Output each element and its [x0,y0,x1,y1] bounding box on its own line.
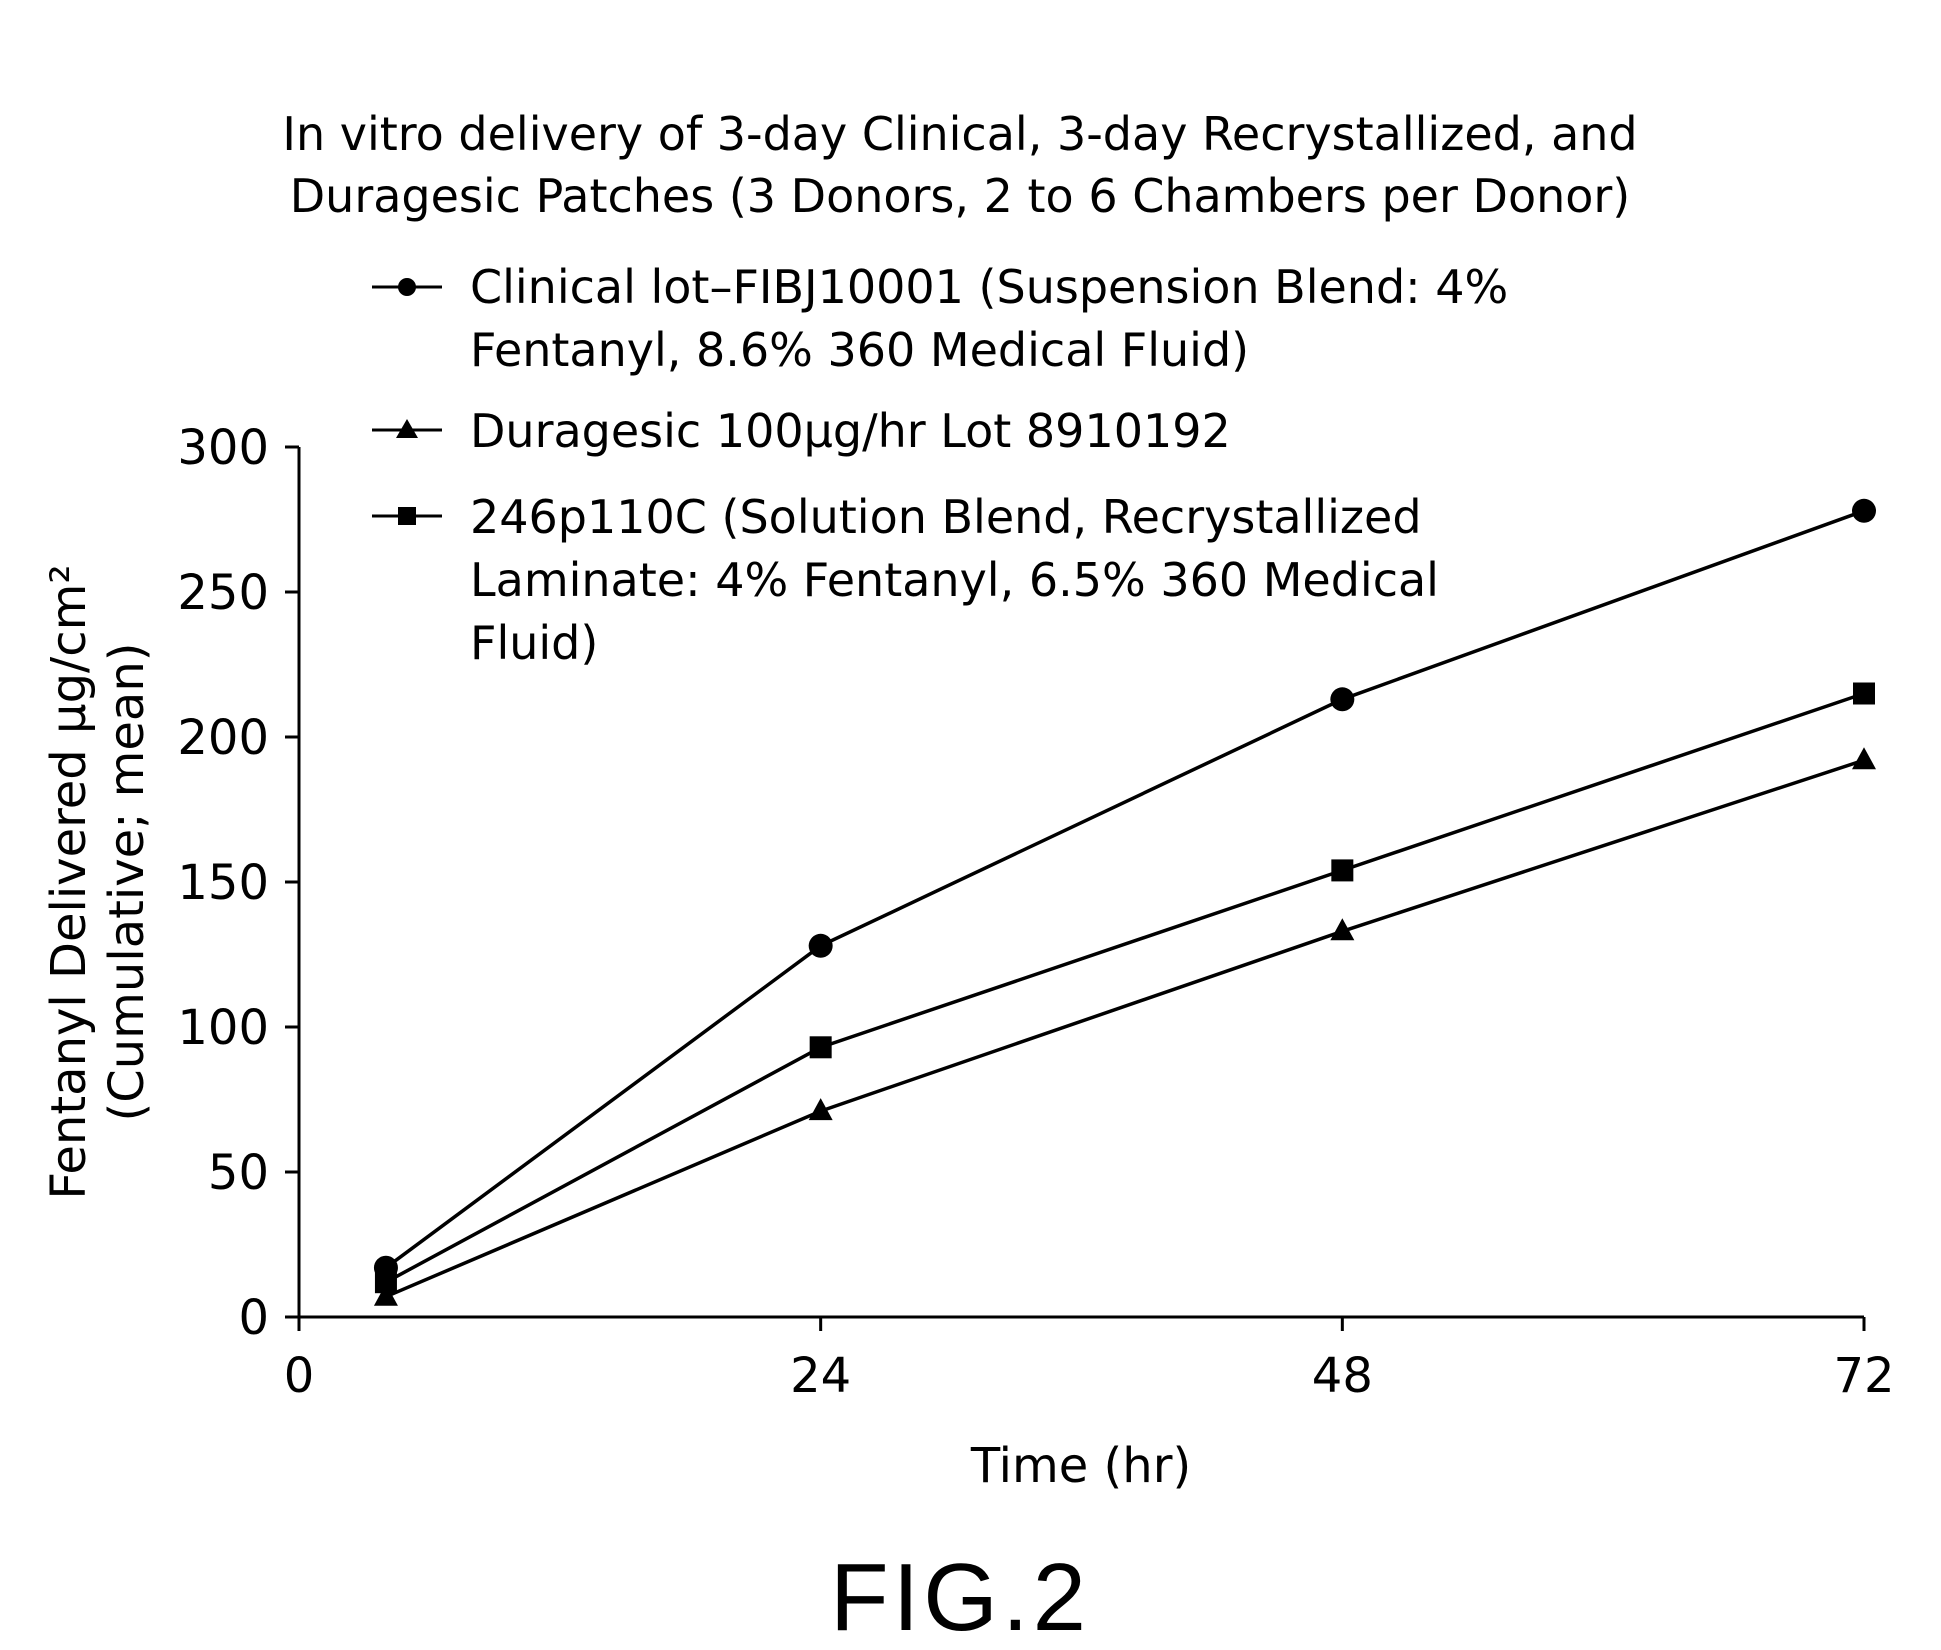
chart-title-line-2: Duragesic Patches (3 Donors, 2 to 6 Cham… [290,169,1631,223]
series-line [386,694,1864,1283]
legend-item-clinical: Clinical lot–FIBJ10001 (Suspension Blend… [372,260,1508,377]
series-circle [374,499,1876,1280]
legend-label-246p110c-line-1: 246p110C (Solution Blend, Recrystallized [470,490,1422,544]
series-line [386,511,1864,1268]
legend: Clinical lot–FIBJ10001 (Suspension Blend… [372,260,1508,670]
y-tick-label: 200 [177,710,269,766]
legend-label-246p110c-line-3: Fluid) [470,616,598,670]
y-tick-label: 100 [177,1000,269,1056]
y-tick-label: 250 [177,565,269,621]
x-tick-label: 0 [284,1348,315,1404]
y-tick-label: 150 [177,855,269,911]
y-axis-title-line-2: (Cumulative; mean) [99,643,155,1122]
data-point-square [1853,683,1875,705]
x-ticks: 0 24 48 72 [284,1317,1895,1404]
x-tick-label: 24 [790,1348,851,1404]
y-ticks: 0 50 100 150 200 250 300 [177,420,299,1346]
legend-marker-circle [398,278,416,296]
data-point-square [810,1036,832,1058]
figure-label: FIG.2 [830,1544,1090,1650]
legend-item-246p110c: 246p110C (Solution Blend, Recrystallized… [372,490,1439,670]
series-square [375,683,1875,1294]
legend-marker-square [398,507,416,525]
data-point-triangle [1852,747,1876,769]
legend-label-duragesic: Duragesic 100μg/hr Lot 8910192 [470,404,1231,458]
legend-item-duragesic: Duragesic 100μg/hr Lot 8910192 [372,404,1231,458]
y-tick-label: 300 [177,420,269,476]
legend-label-clinical-line-1: Clinical lot–FIBJ10001 (Suspension Blend… [470,260,1508,314]
y-tick-label: 50 [208,1145,269,1201]
data-point-square [375,1271,397,1293]
data-point-square [1331,859,1353,881]
x-tick-label: 72 [1833,1348,1894,1404]
x-tick-label: 48 [1312,1348,1373,1404]
chart-title-line-1: In vitro delivery of 3-day Clinical, 3-d… [282,107,1637,161]
data-point-circle [1330,687,1354,711]
series-layer [374,499,1876,1306]
x-axis-title: Time (hr) [970,1438,1191,1494]
y-axis-title-line-1: Fentanyl Delivered μg/cm² [41,564,97,1199]
y-axis-title: Fentanyl Delivered μg/cm² (Cumulative; m… [41,564,155,1199]
series-line [386,760,1864,1296]
data-point-circle [1852,499,1876,523]
y-tick-label: 0 [238,1290,269,1346]
data-point-circle [809,934,833,958]
legend-label-246p110c-line-2: Laminate: 4% Fentanyl, 6.5% 360 Medical [470,553,1439,607]
series-triangle [374,747,1876,1305]
legend-label-clinical-line-2: Fentanyl, 8.6% 360 Medical Fluid) [470,323,1249,377]
